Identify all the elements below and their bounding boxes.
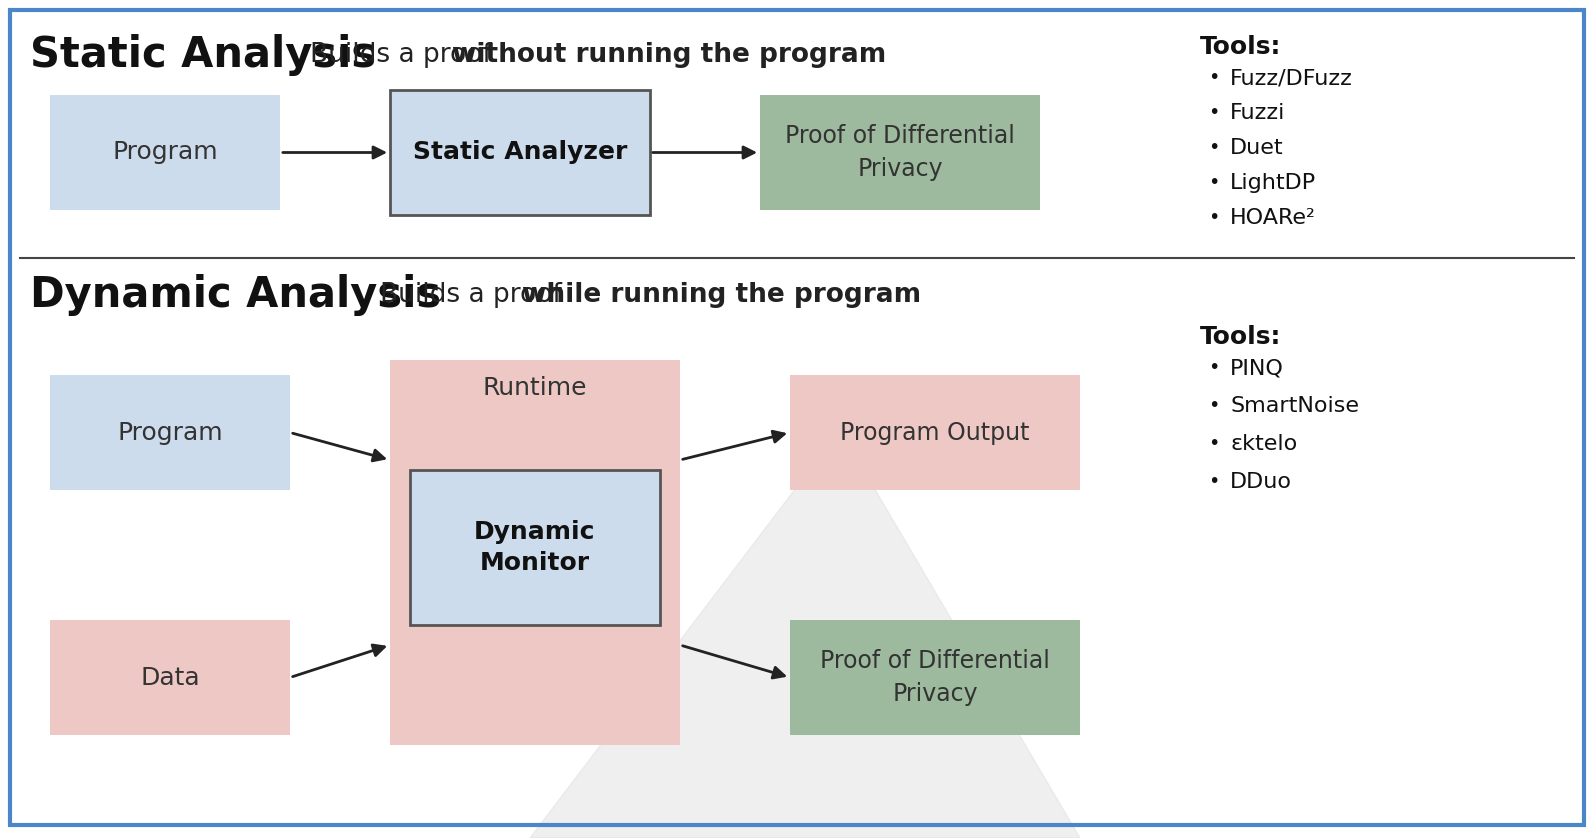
Bar <box>389 90 650 215</box>
Text: Tools:: Tools: <box>1200 325 1282 349</box>
Text: DDuo: DDuo <box>1231 472 1293 492</box>
Text: Data: Data <box>140 665 200 690</box>
Text: Proof of Differential
Privacy: Proof of Differential Privacy <box>785 124 1015 181</box>
Text: Fuzzi: Fuzzi <box>1231 103 1285 123</box>
Text: Program: Program <box>117 421 223 444</box>
Bar <box>389 360 680 745</box>
Bar <box>410 470 661 625</box>
Bar <box>790 620 1080 735</box>
Text: while running the program: while running the program <box>522 282 921 308</box>
Polygon shape <box>530 430 1080 838</box>
Text: LightDP: LightDP <box>1231 173 1317 193</box>
Text: Builds a proof: Builds a proof <box>310 42 500 68</box>
Text: •: • <box>1208 358 1219 377</box>
Bar <box>790 375 1080 490</box>
Text: Program: Program <box>112 141 217 164</box>
Text: •: • <box>1208 434 1219 453</box>
Text: εktelo: εktelo <box>1231 434 1298 454</box>
Text: •: • <box>1208 396 1219 415</box>
Text: HOARe²: HOARe² <box>1231 208 1315 228</box>
Text: •: • <box>1208 68 1219 87</box>
Text: SmartNoise: SmartNoise <box>1231 396 1360 416</box>
Text: •: • <box>1208 472 1219 491</box>
Text: Static Analyzer: Static Analyzer <box>413 141 627 164</box>
Text: Static Analysis: Static Analysis <box>30 34 377 76</box>
Text: PINQ: PINQ <box>1231 358 1283 378</box>
Bar <box>760 95 1041 210</box>
Text: Tools:: Tools: <box>1200 35 1282 59</box>
Text: Fuzz/DFuzz: Fuzz/DFuzz <box>1231 68 1353 88</box>
Text: Proof of Differential
Privacy: Proof of Differential Privacy <box>820 649 1050 706</box>
Text: Builds a proof: Builds a proof <box>380 282 570 308</box>
Bar <box>49 95 279 210</box>
Text: Duet: Duet <box>1231 138 1283 158</box>
Text: •: • <box>1208 103 1219 122</box>
Text: •: • <box>1208 173 1219 192</box>
Text: •: • <box>1208 208 1219 227</box>
Bar <box>49 620 290 735</box>
Text: •: • <box>1208 138 1219 157</box>
Text: Dynamic
Monitor: Dynamic Monitor <box>474 520 595 576</box>
Text: Dynamic Analysis: Dynamic Analysis <box>30 274 440 316</box>
Text: Program Output: Program Output <box>839 421 1029 444</box>
Text: without running the program: without running the program <box>453 42 887 68</box>
Text: Runtime: Runtime <box>482 376 587 400</box>
Bar <box>49 375 290 490</box>
